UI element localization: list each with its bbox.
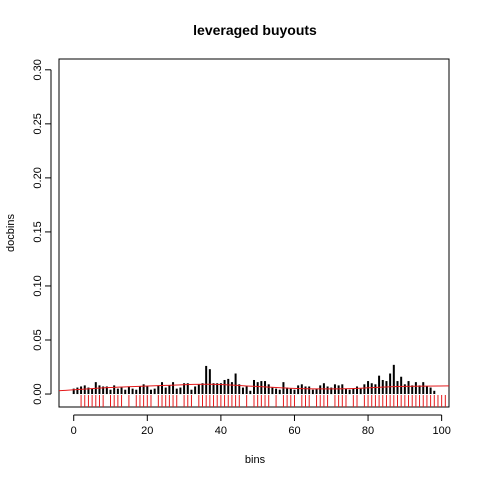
rug-marks [80, 395, 446, 407]
x-tick-label: 20 [141, 425, 153, 437]
y-tick-label: 0.20 [32, 167, 44, 188]
x-tick-label: 60 [288, 425, 300, 437]
chart-title: leveraged buyouts [193, 22, 317, 38]
x-tick-label: 100 [432, 425, 450, 437]
fit-line-group [58, 383, 450, 392]
plot-frame [58, 58, 450, 408]
fit-line [58, 383, 450, 392]
x-tick-label: 40 [215, 425, 227, 437]
y-tick-label: 0.25 [32, 113, 44, 134]
y-tick-label: 0.15 [32, 221, 44, 242]
bar-series [72, 364, 436, 395]
x-axis-label: bins [245, 454, 266, 466]
x-axis: 0 20 40 60 80 100 [71, 414, 451, 437]
y-tick-label: 0.30 [32, 59, 44, 80]
y-axis: 0.00 0.05 0.10 0.15 0.20 0.25 0.30 [32, 59, 52, 405]
y-axis-label: docbins [5, 214, 17, 252]
y-tick-label: 0.00 [32, 383, 44, 404]
y-tick-label: 0.05 [32, 329, 44, 350]
x-tick-label: 0 [71, 425, 77, 437]
x-tick-label: 80 [362, 425, 374, 437]
y-tick-label: 0.10 [32, 275, 44, 296]
